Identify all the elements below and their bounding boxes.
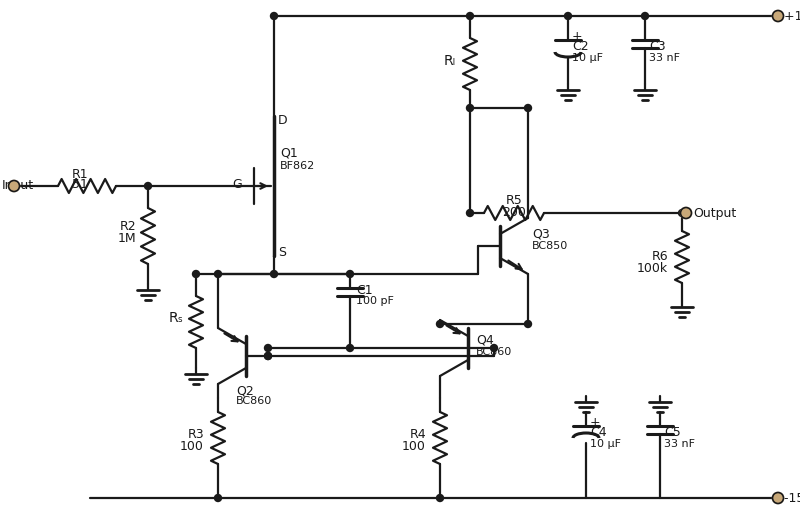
Text: 33 nF: 33 nF xyxy=(664,439,695,449)
Text: 100 pF: 100 pF xyxy=(356,296,394,306)
Text: R3: R3 xyxy=(187,427,204,441)
Text: C5: C5 xyxy=(664,426,681,439)
Circle shape xyxy=(681,207,691,218)
Text: S: S xyxy=(278,246,286,259)
Text: C2: C2 xyxy=(572,40,589,53)
Text: Output: Output xyxy=(693,206,736,219)
Circle shape xyxy=(773,492,783,504)
Circle shape xyxy=(193,270,199,278)
Circle shape xyxy=(565,12,571,20)
Text: Rₛ: Rₛ xyxy=(169,311,184,325)
Text: C4: C4 xyxy=(590,426,606,439)
Circle shape xyxy=(773,10,783,22)
Circle shape xyxy=(214,494,222,502)
Text: R2: R2 xyxy=(119,219,136,233)
Circle shape xyxy=(265,352,271,360)
Circle shape xyxy=(346,345,354,351)
Circle shape xyxy=(437,494,443,502)
Text: C3: C3 xyxy=(649,40,666,53)
Text: 10 μF: 10 μF xyxy=(590,439,621,449)
Text: +: + xyxy=(590,415,601,428)
Text: 1M: 1M xyxy=(118,232,136,245)
Text: R6: R6 xyxy=(651,250,668,264)
Text: Rₗ: Rₗ xyxy=(444,54,456,68)
Text: BF862: BF862 xyxy=(280,161,315,171)
Text: Q2: Q2 xyxy=(236,384,254,397)
Text: 10 μF: 10 μF xyxy=(572,53,603,63)
Text: G: G xyxy=(232,178,242,190)
Text: Input: Input xyxy=(2,180,34,192)
Text: +15 V: +15 V xyxy=(784,9,800,23)
Circle shape xyxy=(265,352,271,360)
Text: R4: R4 xyxy=(410,427,426,441)
Circle shape xyxy=(466,105,474,111)
Text: Q4: Q4 xyxy=(476,333,494,347)
Circle shape xyxy=(490,345,498,351)
Circle shape xyxy=(525,105,531,111)
Circle shape xyxy=(346,270,354,278)
Circle shape xyxy=(270,12,278,20)
Text: Q1: Q1 xyxy=(280,147,298,159)
Circle shape xyxy=(265,345,271,351)
Text: BC850: BC850 xyxy=(532,241,568,251)
Circle shape xyxy=(214,270,222,278)
Circle shape xyxy=(145,183,151,189)
Text: +: + xyxy=(572,30,582,43)
Circle shape xyxy=(525,320,531,328)
Text: 100: 100 xyxy=(402,440,426,453)
Text: 100: 100 xyxy=(180,440,204,453)
Text: BC860: BC860 xyxy=(236,396,272,406)
Circle shape xyxy=(466,209,474,217)
Circle shape xyxy=(9,181,19,191)
Text: -15 V: -15 V xyxy=(784,492,800,505)
Text: R5: R5 xyxy=(506,195,522,207)
Circle shape xyxy=(678,209,686,217)
Circle shape xyxy=(466,12,474,20)
Text: D: D xyxy=(278,114,288,126)
Text: BC860: BC860 xyxy=(476,347,512,357)
Text: 200: 200 xyxy=(502,205,526,218)
Text: Q3: Q3 xyxy=(532,228,550,240)
Text: C1: C1 xyxy=(356,283,373,297)
Text: 51: 51 xyxy=(72,178,88,190)
Circle shape xyxy=(270,270,278,278)
Text: 33 nF: 33 nF xyxy=(649,53,680,63)
Circle shape xyxy=(437,320,443,328)
Circle shape xyxy=(642,12,649,20)
Text: R1: R1 xyxy=(72,168,88,181)
Text: 100k: 100k xyxy=(637,263,668,276)
